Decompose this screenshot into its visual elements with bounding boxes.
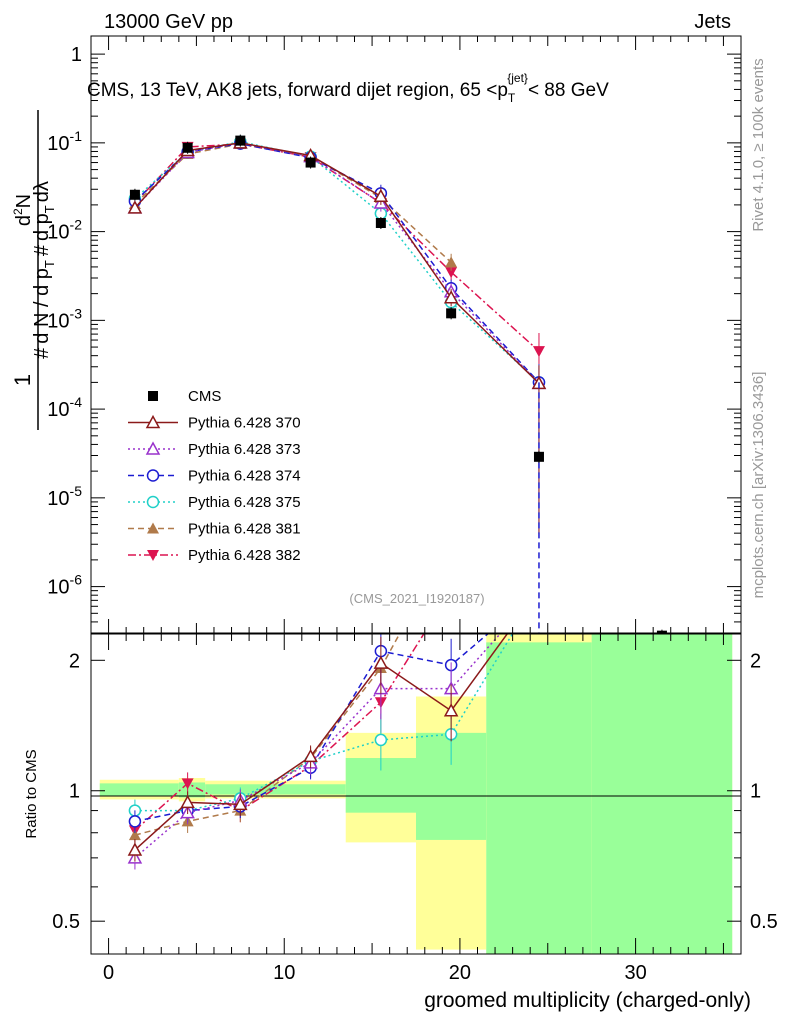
series-line xyxy=(134,140,540,383)
x-tick-label: 0 xyxy=(103,962,114,984)
legend-marker xyxy=(145,441,161,455)
svg-text:#d N / d pT#d pTdλ: #d N / d pT#d pTdλ xyxy=(31,181,57,359)
data-point xyxy=(374,733,388,747)
ratio-frame xyxy=(90,633,742,955)
y-tick-label: 10-5 xyxy=(47,483,82,510)
ratio-y-tick-label-right: 2 xyxy=(750,650,761,672)
legend-label: Pythia 6.428 373 xyxy=(188,441,301,458)
legend-item: Pythia 6.428 381 xyxy=(128,521,301,538)
data-point xyxy=(305,157,316,168)
legend-label: CMS xyxy=(188,388,221,405)
legend-marker xyxy=(148,391,158,401)
series-line xyxy=(134,142,540,384)
svg-text:1: 1 xyxy=(10,374,35,386)
legend: CMS Pythia 6.428 370 Pythia 6.428 373 Pythi… xyxy=(128,388,301,564)
x-tick-label: 20 xyxy=(449,962,471,984)
data-point xyxy=(443,703,459,717)
ratio-y-tick-label: 0.5 xyxy=(52,911,80,933)
series-line xyxy=(134,142,540,383)
data-point xyxy=(181,778,194,790)
ratio-y-tick-label: 2 xyxy=(69,650,80,672)
legend-label: Pythia 6.428 374 xyxy=(188,468,301,485)
data-point xyxy=(127,842,143,856)
series-381 xyxy=(128,138,458,271)
legend-marker xyxy=(147,522,159,534)
legend-item: Pythia 6.428 370 xyxy=(128,415,301,432)
rivet-version-label: Rivet 4.1.0, ≥ 100k events xyxy=(750,58,767,231)
series-line xyxy=(134,142,540,384)
ratio-y-tick-label: 1 xyxy=(69,781,80,803)
ratio-y-tick-label-right: 0.5 xyxy=(750,911,778,933)
data-point xyxy=(533,451,544,462)
source-label: mcplots.cern.ch [arXiv:1306.3436] xyxy=(750,372,767,599)
main-title: CMS, 13 TeV, AK8 jets, forward dijet reg… xyxy=(87,71,609,105)
header-category: Jets xyxy=(694,11,731,33)
data-point xyxy=(445,256,458,268)
data-point xyxy=(445,534,457,545)
legend-marker xyxy=(146,495,160,509)
data-point xyxy=(129,189,140,200)
series-line xyxy=(134,143,452,263)
uncertainty-band-inner xyxy=(486,642,592,954)
y-tick-label: 10-2 xyxy=(47,217,82,244)
ratio-y-tick-label-right: 1 xyxy=(750,781,761,803)
data-point xyxy=(303,748,318,763)
data-point xyxy=(128,829,141,841)
data-point xyxy=(656,630,667,633)
y-tick-label: 1 xyxy=(71,44,82,66)
legend-item: Pythia 6.428 374 xyxy=(128,468,301,485)
data-point xyxy=(445,267,458,279)
ratio-panel: 0.5 0.5 1 1 2 2 0 10 20 30 xyxy=(52,534,778,984)
uncertainty-band-inner xyxy=(591,634,733,954)
legend-marker xyxy=(146,469,160,482)
data-point xyxy=(446,308,457,319)
analysis-watermark: (CMS_2021_I1920187) xyxy=(349,591,484,606)
series-line xyxy=(134,143,540,352)
ratio-y-axis-title: Ratio to CMS xyxy=(23,749,40,838)
data-point xyxy=(375,218,386,229)
data-point xyxy=(182,142,193,153)
uncertainty-band-inner xyxy=(205,784,346,795)
data-point xyxy=(532,346,545,358)
data-point xyxy=(373,188,389,203)
legend-item: Pythia 6.428 382 xyxy=(128,547,301,564)
legend-label: Pythia 6.428 382 xyxy=(188,547,301,564)
header-energy: 13000 GeV pp xyxy=(104,11,233,33)
y-tick-label: 10-3 xyxy=(47,305,82,332)
svg-text:d2N: d2N xyxy=(11,194,35,226)
x-tick-label: 30 xyxy=(624,962,646,984)
legend-label: Pythia 6.428 375 xyxy=(188,494,301,511)
legend-item: CMS xyxy=(148,388,221,405)
data-point xyxy=(128,815,142,828)
data-point xyxy=(443,290,459,304)
data-point xyxy=(373,655,389,669)
series-line xyxy=(134,634,401,836)
series-cms xyxy=(129,134,667,633)
x-axis-title: groomed multiplicity (charged-only) xyxy=(424,989,751,1012)
legend-item: Pythia 6.428 373 xyxy=(128,441,301,458)
legend-label: Pythia 6.428 381 xyxy=(188,521,301,538)
ratio-series-370 xyxy=(127,634,509,862)
legend-marker xyxy=(145,414,161,429)
y-tick-label: 10-6 xyxy=(47,572,82,599)
data-point xyxy=(235,135,246,146)
x-tick-label: 10 xyxy=(273,962,295,984)
legend-marker xyxy=(147,550,159,561)
main-frame xyxy=(90,35,742,634)
data-point xyxy=(233,796,248,811)
data-point xyxy=(180,794,195,809)
y-tick-label: 10-1 xyxy=(47,128,82,155)
uncertainty-band-inner xyxy=(99,783,179,796)
y-tick-label: 10-4 xyxy=(47,394,82,421)
legend-item: Pythia 6.428 375 xyxy=(128,494,301,511)
main-y-axis-title: #d N / d pT#d pTdλ 1 d2N xyxy=(10,110,57,430)
legend-label: Pythia 6.428 370 xyxy=(188,415,301,432)
main-panel: 1 10-1 10-2 10-3 10-4 10-5 10-6 CMS, 13 TeV, A… xyxy=(47,35,742,634)
data-point xyxy=(127,200,143,214)
